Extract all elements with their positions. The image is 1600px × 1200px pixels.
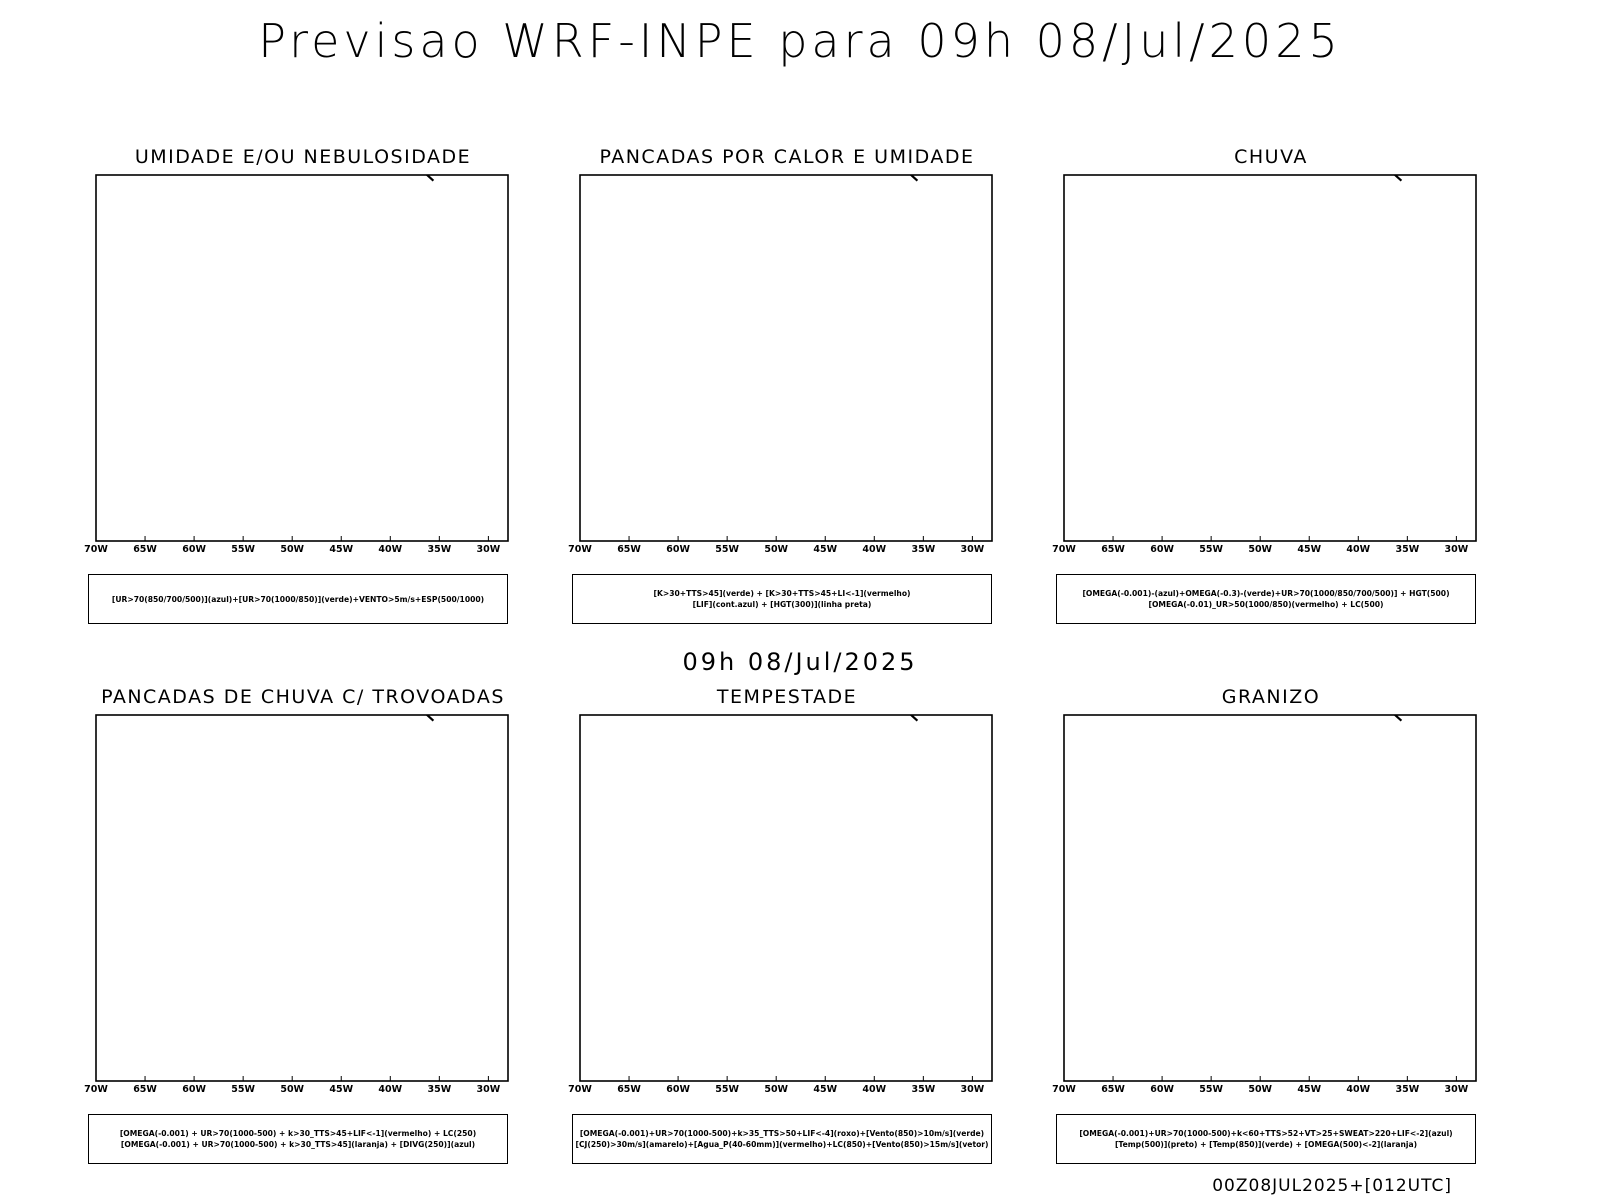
lon-tick-label: 35W	[427, 1084, 451, 1095]
lon-tick-label: 50W	[1248, 1084, 1272, 1095]
lon-tick-label: 65W	[1101, 1084, 1125, 1095]
lon-tick-label: 45W	[813, 544, 837, 555]
lon-tick-label: 70W	[84, 544, 108, 555]
lon-tick-label: 40W	[862, 544, 886, 555]
map-granizo: temp500-contourtemp500-contourtemp500-co…	[1052, 714, 1477, 1095]
legend-line: [OMEGA(-0.001)+UR>70(1000-500)+k<60+TTS>…	[1079, 1129, 1453, 1138]
lon-tick-label: 50W	[764, 1084, 788, 1095]
lon-tick-label: 35W	[911, 544, 935, 555]
lon-tick-label: 55W	[1199, 544, 1223, 555]
lon-tick-label: 50W	[280, 544, 304, 555]
lon-tick-label: 45W	[1297, 544, 1321, 555]
legend-line: [UR>70(850/700/500)](azul)+[UR>70(1000/8…	[111, 594, 485, 604]
lon-tick-label: 35W	[1395, 1084, 1419, 1095]
legend-box: [OMEGA(-0.001)-(azul)+OMEGA(-0.3)-(verde…	[1056, 574, 1476, 624]
panel-trovoadas: PANCADAS DE CHUVA C/ TROVOADAS 12S15S18S…	[68, 686, 538, 1164]
lon-tick-label: 60W	[1150, 544, 1174, 555]
lon-tick-label: 70W	[84, 1084, 108, 1095]
lon-tick-label: 45W	[329, 544, 353, 555]
lon-tick-label: 30W	[961, 544, 985, 555]
legend-line: [K>30+TTS>45](verde) + [K>30+TTS>45+LI<-…	[653, 589, 911, 598]
lon-tick-label: 50W	[764, 544, 788, 555]
legend-line: [OMEGA(-0.001) + UR>70(1000-500) + k>30_…	[120, 1140, 476, 1149]
map-frame	[579, 174, 993, 542]
lon-tick-label: 65W	[617, 544, 641, 555]
legend-line: [OMEGA(-0.01)_UR>50(1000/850)(vermelho) …	[1148, 600, 1384, 609]
lon-tick-label: 40W	[378, 544, 402, 555]
map-frame	[579, 714, 993, 1082]
legend-line: [Temp(500)](preto) + [Temp(850)](verde) …	[1114, 1140, 1418, 1149]
legend-box: [OMEGA(-0.001)+UR>70(1000-500)+k>35_TTS>…	[572, 1114, 992, 1164]
lon-tick-label: 40W	[1346, 544, 1370, 555]
legend-line: [OMEGA(-0.001)+UR>70(1000-500)+k>35_TTS>…	[579, 1129, 985, 1138]
lon-tick-label: 70W	[568, 1084, 592, 1095]
humidity-green-contour	[415, 170, 430, 171]
lon-tick-label: 35W	[1395, 544, 1419, 555]
map-frame	[1063, 174, 1477, 542]
panel-umidade: UMIDADE E/OU NEBULOSIDADE 10201024102410…	[68, 146, 538, 624]
lon-tick-label: 30W	[477, 544, 501, 555]
legend-line: [OMEGA(-0.001)-(azul)+OMEGA(-0.3)-(verde…	[1082, 589, 1450, 598]
lon-tick-label: 35W	[427, 544, 451, 555]
lon-tick-label: 55W	[1199, 1084, 1223, 1095]
legend-box: [UR>70(850/700/500)](azul)+[UR>70(1000/8…	[88, 574, 508, 624]
lon-tick-label: 40W	[1346, 1084, 1370, 1095]
legend-line: [OMEGA(-0.001) + UR>70(1000-500) + k>30_…	[119, 1129, 477, 1138]
lon-tick-label: 65W	[1101, 544, 1125, 555]
map-tempestade: 12S15S18S21S24S27S30S33S36S39S42S70W65W6…	[568, 714, 993, 1095]
forecast-time-label: 09h 08/Jul/2025	[682, 648, 918, 676]
lon-tick-label: 55W	[715, 544, 739, 555]
panel-granizo: GRANIZO temp500-contourtemp500-contourte…	[1036, 686, 1506, 1164]
map-pancadas-calor: 96009520944093609280920012S15S18S21S24S2…	[568, 174, 993, 555]
lon-tick-label: 45W	[329, 1084, 353, 1095]
lon-tick-label: 50W	[280, 1084, 304, 1095]
map-umidade: 102010241024102010241028102857057057012S…	[84, 170, 509, 555]
lon-tick-label: 30W	[1445, 544, 1469, 555]
legend-box: [OMEGA(-0.001)+UR>70(1000-500)+k<60+TTS>…	[1056, 1114, 1476, 1164]
panel-pancadas-calor: PANCADAS POR CALOR E UMIDADE 96009520944…	[552, 146, 1022, 624]
lon-tick-label: 60W	[182, 544, 206, 555]
lon-tick-label: 40W	[378, 1084, 402, 1095]
lon-tick-label: 35W	[911, 1084, 935, 1095]
lon-tick-label: 70W	[568, 544, 592, 555]
lon-tick-label: 65W	[617, 1084, 641, 1095]
lon-tick-label: 60W	[666, 1084, 690, 1095]
map-chuva: 58558257957657357056712S15S18S21S24S27S3…	[1052, 174, 1477, 555]
legend-box: [OMEGA(-0.001) + UR>70(1000-500) + k>30_…	[88, 1114, 508, 1164]
run-timestamp: 00Z08JUL2025+[012UTC]	[1212, 1176, 1452, 1196]
lon-tick-label: 70W	[1052, 1084, 1076, 1095]
lon-tick-label: 55W	[231, 1084, 255, 1095]
lon-tick-label: 55W	[231, 544, 255, 555]
lon-tick-label: 60W	[666, 544, 690, 555]
main-title: Previsao WRF-INPE para 09h 08/Jul/2025	[258, 14, 1342, 68]
panel-title: PANCADAS DE CHUVA C/ TROVOADAS	[101, 686, 505, 708]
lon-tick-label: 50W	[1248, 544, 1272, 555]
lon-tick-label: 65W	[133, 1084, 157, 1095]
legend-line: [LIF](cont.azul) + [HGT(300)](linha pret…	[692, 600, 872, 609]
panel-title: UMIDADE E/OU NEBULOSIDADE	[134, 146, 472, 168]
lon-tick-label: 45W	[1297, 1084, 1321, 1095]
lon-tick-label: 55W	[715, 1084, 739, 1095]
lon-tick-label: 60W	[182, 1084, 206, 1095]
panel-title: CHUVA	[1234, 146, 1308, 168]
map-trovoadas: 12S15S18S21S24S27S30S33S36S39S42S70W65W6…	[84, 714, 509, 1095]
lon-tick-label: 45W	[813, 1084, 837, 1095]
lon-tick-label: 60W	[1150, 1084, 1174, 1095]
panel-title: PANCADAS POR CALOR E UMIDADE	[599, 146, 975, 168]
map-frame	[95, 174, 509, 542]
panel-tempestade: TEMPESTADE 12S15S18S21S24S27S30S33S36S39…	[552, 686, 1022, 1164]
lon-tick-label: 40W	[862, 1084, 886, 1095]
lon-tick-label: 30W	[477, 1084, 501, 1095]
lon-tick-label: 70W	[1052, 544, 1076, 555]
legend-line: [CJ(250)>30m/s](amarelo)+[Agua_P(40-60mm…	[575, 1140, 989, 1149]
lon-tick-label: 30W	[1445, 1084, 1469, 1095]
lon-tick-label: 30W	[961, 1084, 985, 1095]
map-frame	[1063, 714, 1477, 1082]
lon-tick-label: 65W	[133, 544, 157, 555]
map-frame	[95, 714, 509, 1082]
panel-title: GRANIZO	[1221, 686, 1321, 708]
legend-box: [K>30+TTS>45](verde) + [K>30+TTS>45+LI<-…	[572, 574, 992, 624]
panel-title: TEMPESTADE	[716, 686, 858, 708]
panel-chuva: CHUVA 58558257957657357056712S15S18S21S2…	[1036, 146, 1506, 624]
